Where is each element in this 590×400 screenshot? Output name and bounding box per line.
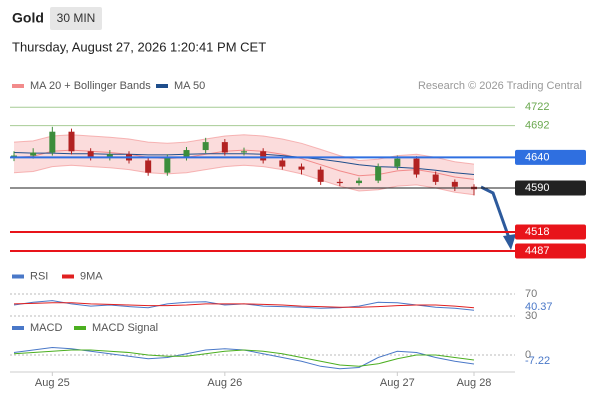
level-box: [515, 149, 586, 165]
candle-body: [413, 158, 420, 175]
last-value-label: 40.37: [525, 301, 553, 313]
level-label: 4590: [525, 182, 549, 194]
timeframe[interactable]: 30 MIN: [57, 11, 96, 25]
timeframe-button[interactable]: [50, 7, 102, 30]
symbol: Gold: [12, 10, 44, 26]
level-label: 4722: [525, 101, 549, 113]
candle-body: [164, 157, 171, 173]
level-label: 4487: [525, 245, 549, 257]
candle-body: [87, 151, 94, 158]
candle-body: [68, 131, 75, 152]
x-tick-label: Aug 26: [207, 377, 242, 389]
y-tick-label: 70: [525, 288, 537, 300]
legend-swatch: [12, 274, 24, 279]
level-label: 4518: [525, 226, 549, 238]
legend-swatch: [12, 326, 24, 330]
candle-body: [356, 180, 362, 184]
candle-body: [106, 154, 113, 158]
legend-swatch: [12, 84, 24, 88]
level-box: [515, 224, 586, 240]
legend-label: MACD: [30, 322, 62, 334]
x-tick-label: Aug 27: [380, 377, 415, 389]
candle-body: [183, 150, 190, 158]
legend-label: MA 20 + Bollinger Bands: [30, 80, 151, 92]
legend-label: MA 50: [174, 80, 205, 92]
x-tick-label: Aug 28: [457, 377, 492, 389]
level-label: 4640: [525, 151, 549, 163]
candle-body: [202, 142, 209, 151]
candle-body: [317, 169, 324, 182]
forecast-arrowhead: [503, 234, 516, 250]
forecast-arrow: [480, 185, 511, 239]
legend-swatch: [156, 84, 168, 88]
bollinger-lower: [13, 164, 475, 196]
level-label: 4692: [525, 119, 549, 131]
candle-body: [394, 158, 401, 167]
legend-label: MACD Signal: [92, 322, 158, 334]
legend-label: 9MA: [80, 270, 103, 282]
legend-swatch: [62, 274, 74, 279]
legend-label: RSI: [30, 270, 48, 282]
indicator-line: [13, 349, 475, 367]
candle-body: [279, 160, 286, 167]
candle-body: [336, 181, 343, 184]
level-box: [515, 243, 586, 259]
legend-swatch: [74, 326, 86, 330]
y-tick-label: 0: [525, 349, 531, 361]
level-box: [515, 180, 586, 196]
indicator-line: [13, 302, 475, 309]
last-value-label: -7.22: [525, 355, 550, 367]
x-tick-label: Aug 25: [35, 377, 70, 389]
candle-body: [375, 166, 382, 181]
candle-body: [145, 160, 152, 173]
datetime: Thursday, August 27, 2026 1:20:41 PM CET: [12, 39, 266, 54]
candle-body: [260, 151, 267, 161]
y-tick-label: 30: [525, 310, 537, 322]
candle-body: [451, 181, 458, 187]
candle-body: [432, 174, 439, 182]
candle-body: [221, 142, 228, 153]
credit: Research © 2026 Trading Central: [418, 80, 582, 92]
candle-body: [241, 151, 247, 153]
candle-body: [30, 152, 37, 156]
candle-body: [298, 166, 305, 170]
candle-body: [49, 131, 56, 153]
